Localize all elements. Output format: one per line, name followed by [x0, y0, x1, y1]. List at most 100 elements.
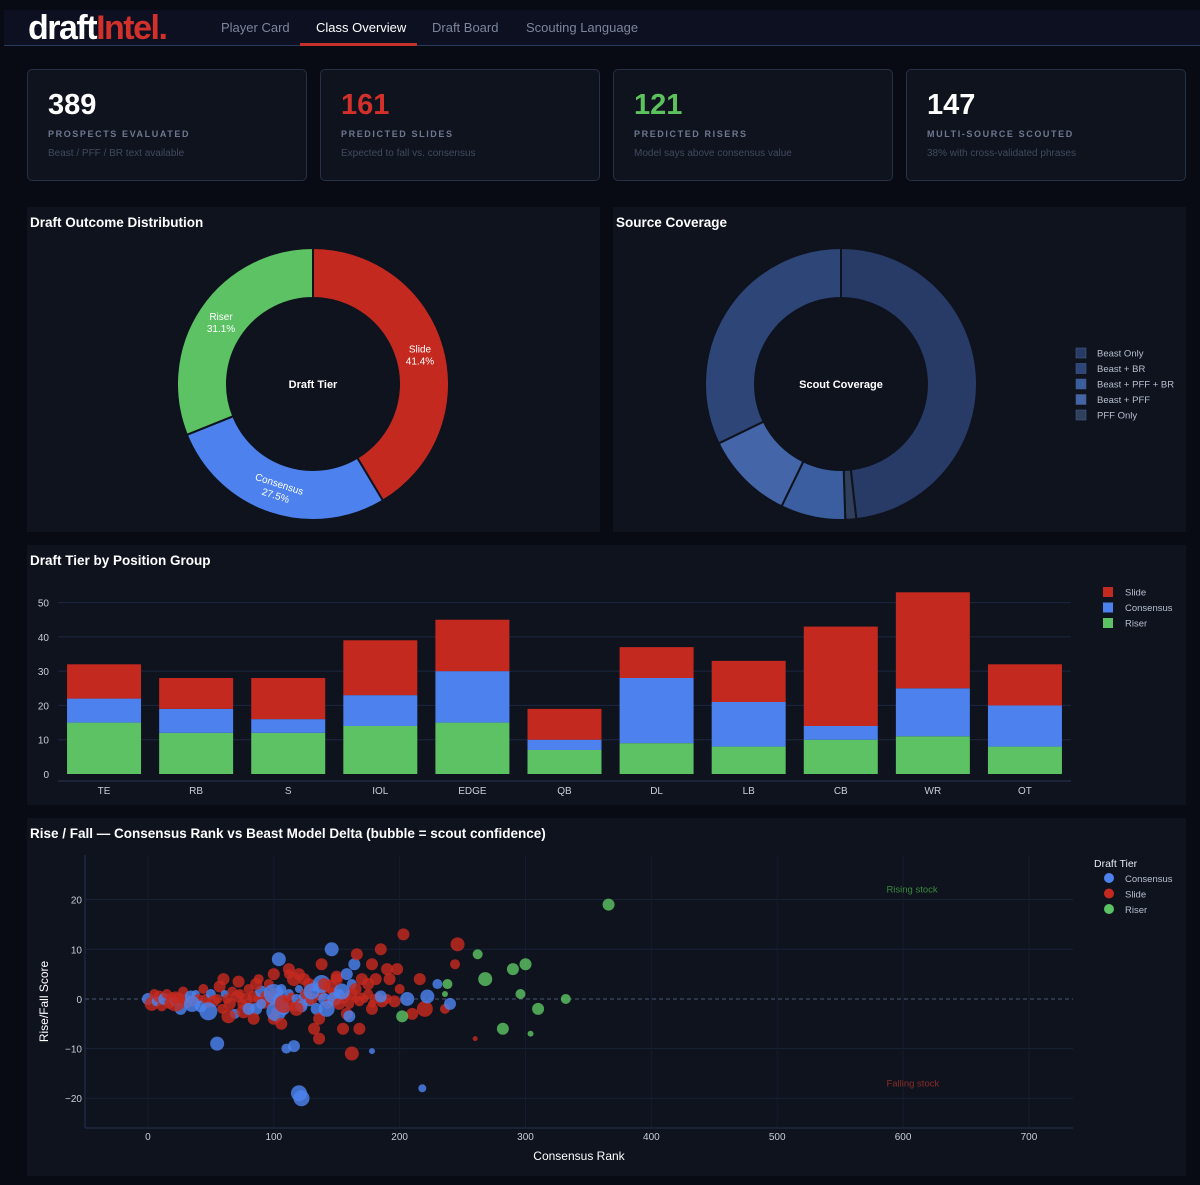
bar-ot-riser[interactable]	[987, 746, 1062, 774]
bar-cb-riser[interactable]	[803, 739, 878, 774]
bar-ot-consensus[interactable]	[987, 705, 1062, 747]
scatter-point-slide[interactable]	[388, 995, 401, 1008]
scatter-point-consensus[interactable]	[271, 952, 286, 967]
scatter-point-consensus[interactable]	[256, 998, 267, 1009]
bar-te-slide[interactable]	[67, 664, 142, 699]
bar-te-riser[interactable]	[67, 722, 142, 774]
scatter-point-slide[interactable]	[250, 978, 263, 991]
bar-dl-consensus[interactable]	[619, 678, 694, 744]
scatter-point-consensus[interactable]	[333, 983, 350, 1000]
bar-qb-riser[interactable]	[527, 750, 602, 774]
scatter-point-consensus[interactable]	[343, 1010, 356, 1023]
scatter-point-slide[interactable]	[330, 973, 343, 986]
scatter-point-slide[interactable]	[289, 1001, 304, 1016]
scatter-point-consensus[interactable]	[420, 989, 435, 1004]
legend-item-beast-pff[interactable]: Beast + PFF	[1075, 394, 1150, 407]
scatter-point-slide[interactable]	[247, 1012, 260, 1025]
scatter-point-slide[interactable]	[413, 973, 426, 986]
scatter-point-slide[interactable]	[381, 963, 394, 976]
scatter-point-slide[interactable]	[282, 963, 295, 976]
scatter-point-riser[interactable]	[441, 990, 448, 997]
scatter-point-slide[interactable]	[344, 998, 355, 1009]
scatter-point-riser[interactable]	[506, 963, 519, 976]
bar-rb-consensus[interactable]	[159, 708, 234, 733]
legend-item-pff-only[interactable]: PFF Only	[1075, 409, 1137, 422]
scatter-point-riser[interactable]	[515, 988, 526, 999]
scatter-point-slide[interactable]	[365, 1002, 378, 1015]
scatter-point-consensus[interactable]	[443, 997, 456, 1010]
bar-s-slide[interactable]	[251, 678, 326, 720]
bar-wr-slide[interactable]	[895, 592, 970, 689]
bar-rb-slide[interactable]	[159, 678, 234, 709]
legend-item-riser[interactable]: Riser	[1103, 618, 1147, 630]
bar-cb-slide[interactable]	[803, 626, 878, 726]
coverage-slice-beast-only[interactable]	[840, 246, 978, 521]
coverage-slice-pff-only[interactable]	[704, 246, 842, 445]
scatter-point-slide[interactable]	[217, 973, 230, 986]
scatter-point-slide[interactable]	[198, 984, 209, 995]
scatter-point-riser[interactable]	[527, 1030, 534, 1037]
bar-edge-riser[interactable]	[435, 722, 510, 774]
scatter-point-slide[interactable]	[344, 1046, 359, 1061]
bar-qb-slide[interactable]	[527, 708, 602, 740]
bar-ot-slide[interactable]	[987, 664, 1062, 706]
scatter-point-slide[interactable]	[406, 1007, 419, 1020]
legend-item-beast-pff-br[interactable]: Beast + PFF + BR	[1075, 378, 1174, 391]
scatter-point-slide[interactable]	[221, 1009, 236, 1024]
scatter-point-riser[interactable]	[560, 993, 571, 1004]
scatter-point-slide[interactable]	[365, 958, 378, 971]
scatter-point-slide[interactable]	[318, 978, 331, 991]
scatter-point-consensus[interactable]	[293, 1090, 310, 1107]
scatter-point-consensus[interactable]	[368, 1048, 375, 1055]
bar-dl-slide[interactable]	[619, 647, 694, 678]
brand-logo[interactable]: draftIntel.	[28, 11, 168, 45]
scatter-point-slide[interactable]	[315, 958, 328, 971]
scatter-point-slide[interactable]	[391, 963, 404, 976]
bar-iol-consensus[interactable]	[343, 695, 418, 726]
scatter-point-slide[interactable]	[337, 1022, 350, 1035]
scatter-point-slide[interactable]	[275, 1017, 288, 1030]
scatter-point-riser[interactable]	[396, 1010, 409, 1023]
bar-s-riser[interactable]	[251, 732, 326, 774]
scatter-point-riser[interactable]	[496, 1022, 509, 1035]
scatter-point-consensus[interactable]	[324, 942, 339, 957]
tab-class-overview[interactable]: Class Overview	[316, 20, 407, 35]
scatter-point-slide[interactable]	[394, 984, 405, 995]
scatter-point-riser[interactable]	[519, 958, 532, 971]
scatter-point-consensus[interactable]	[287, 1040, 300, 1053]
scatter-point-consensus[interactable]	[210, 1036, 225, 1051]
donut-slice-consensus[interactable]	[185, 414, 385, 521]
bar-cb-consensus[interactable]	[803, 726, 878, 740]
scatter-point-riser[interactable]	[532, 1002, 545, 1015]
scatter-point-slide[interactable]	[212, 993, 223, 1004]
scatter-point-slide[interactable]	[232, 975, 245, 988]
legend-item-beast-only[interactable]: Beast Only	[1075, 347, 1144, 360]
scatter-point-riser[interactable]	[472, 949, 483, 960]
scatter-point-slide[interactable]	[349, 983, 362, 996]
scatter-point-riser[interactable]	[478, 972, 493, 987]
scatter-point-slide[interactable]	[397, 928, 410, 941]
scatter-point-consensus[interactable]	[199, 1002, 218, 1021]
scatter-point-consensus[interactable]	[432, 979, 443, 990]
bar-lb-riser[interactable]	[711, 746, 786, 774]
scatter-point-slide[interactable]	[383, 973, 396, 986]
tab-player-card[interactable]: Player Card	[221, 20, 290, 35]
scatter-point-consensus[interactable]	[348, 958, 361, 971]
bar-te-consensus[interactable]	[67, 698, 142, 723]
scatter-point-consensus[interactable]	[340, 968, 353, 981]
scatter-point-slide[interactable]	[374, 943, 387, 956]
scatter-point-slide[interactable]	[274, 994, 293, 1013]
scatter-point-slide[interactable]	[369, 973, 382, 986]
scatter-point-consensus[interactable]	[183, 995, 200, 1012]
scatter-point-riser[interactable]	[442, 979, 453, 990]
legend-item-beast-br[interactable]: Beast + BR	[1075, 363, 1145, 376]
bar-wr-consensus[interactable]	[895, 688, 970, 737]
legend-item-consensus[interactable]: Consensus	[1103, 602, 1173, 615]
donut-slice-riser[interactable]	[176, 246, 314, 437]
legend-item-slide[interactable]: Slide	[1104, 888, 1146, 901]
tab-draft-board[interactable]: Draft Board	[432, 20, 499, 35]
bar-edge-slide[interactable]	[435, 619, 510, 672]
bar-iol-slide[interactable]	[343, 640, 418, 696]
scatter-point-slide[interactable]	[267, 968, 280, 981]
bar-dl-riser[interactable]	[619, 743, 694, 774]
